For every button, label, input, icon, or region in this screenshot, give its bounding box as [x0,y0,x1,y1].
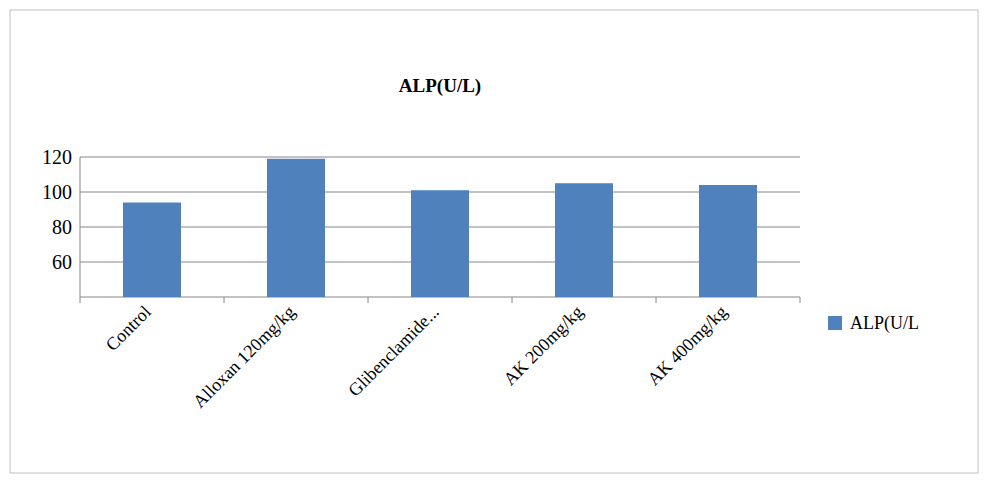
bar [699,185,757,297]
x-tick-mark [368,297,369,303]
x-tick-mark [80,297,81,303]
grid-line [80,157,800,158]
x-tick-label: Alloxan 120mg/kg [189,302,299,412]
bar [411,190,469,297]
y-tick-label: 60 [52,251,72,273]
legend-label: ALP(U/L [850,313,919,334]
x-tick-mark [224,297,225,303]
x-tick-mark [800,297,801,303]
x-tick-label: AK 200mg/kg [500,302,587,389]
chart-title: ALP(U/L) [399,75,481,97]
bar [555,183,613,297]
x-tick-mark [512,297,513,303]
bar [123,203,181,298]
x-tick-mark [656,297,657,303]
x-tick-label: Control [102,302,155,355]
chart-svg: ALP(U/L) 60 80 100 120 Control Alloxan 120mg/k… [0,0,988,483]
y-tick-label: 120 [42,146,72,168]
y-tick-label: 100 [42,181,72,203]
y-tick-label: 80 [52,216,72,238]
chart-container: ALP(U/L) 60 80 100 120 Control Alloxan 120mg/k… [0,0,988,483]
y-axis-line [80,157,81,297]
bars [123,159,757,297]
x-tick-label: Glibenclamide... [344,302,443,401]
x-tick-label: AK 400mg/kg [644,302,731,389]
legend-swatch [828,316,842,330]
bar [267,159,325,297]
chart-frame [10,10,978,473]
